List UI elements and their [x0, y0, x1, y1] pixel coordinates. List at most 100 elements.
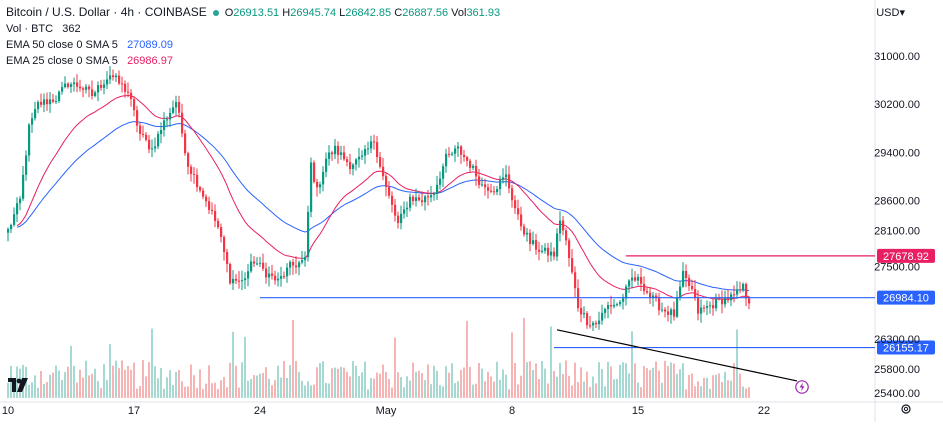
candle-body — [193, 173, 196, 175]
price-level-tag[interactable] — [877, 248, 935, 263]
candle-body — [622, 298, 625, 302]
candle-body — [298, 262, 301, 268]
candle-body — [607, 305, 610, 310]
candle-body — [49, 99, 52, 105]
volume-bar — [709, 388, 711, 398]
candle-body — [205, 196, 208, 202]
candle-body — [664, 309, 667, 312]
ema25-indicator-row[interactable]: EMA 25 close 0 SMA 5 26986.97 — [6, 53, 500, 69]
candle-body — [625, 286, 628, 299]
volume-bar — [40, 371, 42, 398]
volume-bar — [184, 386, 186, 398]
candle-body — [580, 307, 583, 315]
time-tick-label: May — [376, 405, 397, 417]
volume-bar — [265, 367, 267, 398]
volume-bar — [646, 368, 648, 398]
volume-bar — [520, 375, 522, 398]
volume-bar — [475, 383, 477, 398]
candle-body — [493, 191, 496, 193]
volume-indicator-row[interactable]: Vol · BTC 362 — [6, 21, 500, 37]
candle-body — [280, 276, 283, 279]
volume-bar — [595, 383, 597, 398]
candle-body — [13, 214, 16, 225]
candle-body — [658, 298, 661, 311]
price-level-tag[interactable] — [877, 290, 935, 305]
volume-bar — [67, 366, 69, 398]
tradingview-logo — [8, 378, 28, 392]
price-tick-label: 25800.00 — [874, 364, 920, 376]
volume-bar — [748, 387, 750, 398]
volume-bar — [634, 363, 636, 398]
volume-bar — [169, 370, 171, 398]
volume-bar — [262, 372, 264, 398]
candle-body — [346, 159, 349, 163]
price-level-tag[interactable] — [877, 340, 935, 355]
candle-body — [34, 109, 37, 119]
candle-body — [208, 201, 211, 210]
volume-bar — [382, 364, 384, 398]
time-tick-label: 8 — [509, 405, 515, 417]
time-tick-label: 22 — [758, 405, 770, 417]
volume-bar — [31, 382, 33, 398]
volume-bar — [580, 367, 582, 398]
volume-bar — [139, 386, 141, 398]
volume-bar — [616, 378, 618, 398]
candle-body — [475, 165, 478, 177]
candle-body — [562, 220, 565, 231]
volume-bar — [358, 376, 360, 398]
gear-icon[interactable] — [900, 403, 912, 415]
candle-body — [337, 145, 340, 155]
candle-body — [649, 292, 652, 298]
volume-bar — [271, 385, 273, 398]
candle-body — [85, 86, 88, 90]
candle-body — [682, 270, 685, 287]
currency-selector[interactable]: USD▾ — [876, 6, 905, 19]
candle-body — [313, 162, 316, 182]
volume-bar — [205, 383, 207, 398]
volume-bar — [79, 369, 81, 398]
volume-bar — [241, 362, 243, 398]
volume-indicator-value: 362 — [62, 23, 81, 35]
volume-bar — [115, 360, 117, 398]
price-tick-label: 30200.00 — [874, 99, 920, 111]
candle-body — [187, 153, 190, 167]
volume-bar — [283, 361, 285, 398]
volume-bar — [664, 360, 666, 398]
candle-body — [100, 85, 103, 88]
volume-bar — [433, 365, 435, 398]
symbol-title[interactable]: Bitcoin / U.S. Dollar · 4h · COINBASE — [6, 5, 207, 19]
volume-bar — [310, 385, 312, 398]
volume-bar — [448, 372, 450, 398]
volume-bar — [175, 372, 177, 398]
candle-body — [535, 240, 538, 250]
candle-body — [118, 75, 121, 84]
price-level-label: 27678.92 — [883, 251, 929, 263]
low-value: 26842.85 — [345, 7, 392, 19]
candle-body — [379, 157, 382, 167]
volume-bar — [523, 317, 525, 398]
candle-body — [376, 142, 379, 158]
volume-bar — [247, 380, 249, 398]
low-label: L — [339, 7, 346, 19]
lightning-icon[interactable] — [795, 380, 809, 394]
candle-body — [424, 196, 427, 203]
price-tick-label: 27500.00 — [874, 262, 920, 274]
volume-bar — [316, 367, 318, 398]
volume-bar — [103, 364, 105, 398]
volume-bar — [172, 385, 174, 398]
candle-body — [568, 240, 571, 259]
ema50-indicator-row[interactable]: EMA 50 close 0 SMA 5 27089.09 — [6, 37, 500, 53]
trendline[interactable] — [556, 329, 798, 382]
candle-body — [706, 306, 709, 308]
volume-bar — [64, 372, 66, 398]
volume-bar — [235, 365, 237, 398]
candle-body — [511, 188, 514, 201]
volume-bar — [322, 361, 324, 398]
candle-body — [394, 204, 397, 216]
candle-body — [349, 162, 352, 170]
volume-bar — [670, 362, 672, 398]
candle-body — [199, 187, 202, 191]
candle-body — [442, 166, 445, 179]
